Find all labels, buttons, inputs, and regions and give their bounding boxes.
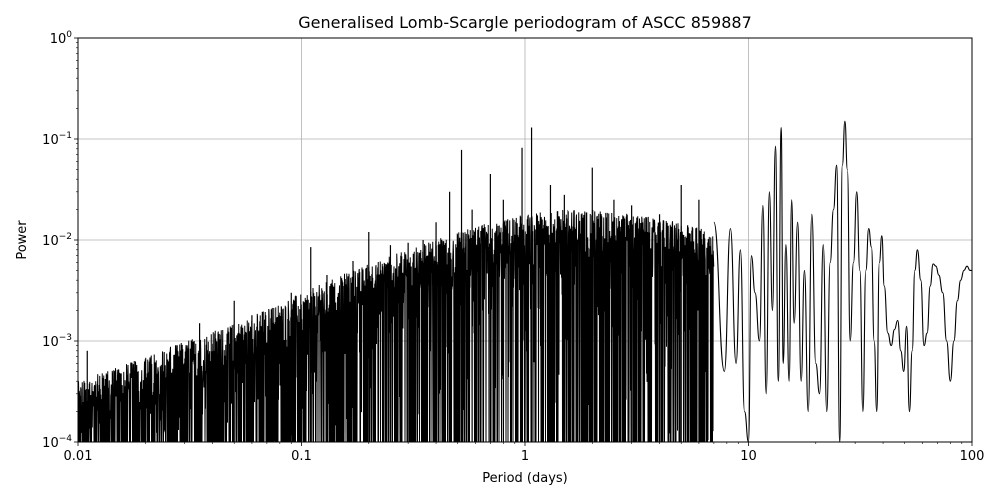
x-tick-label: 1 [521,449,529,464]
power-series [78,120,972,442]
x-axis-label: Period (days) [482,471,568,486]
x-tick-label: 0.1 [291,449,312,464]
x-axis-ticks: 0.01 0.1 1 10 100 [64,442,985,464]
chart-title: Generalised Lomb-Scargle periodogram of … [298,13,752,32]
x-tick-label: 10 [740,449,757,464]
periodogram-line-dense [78,209,715,442]
y-tick-label: 100 [50,30,73,47]
y-tick-label: 10−4 [42,434,72,451]
y-axis-label: Power [15,220,30,260]
x-tick-label: 100 [960,449,985,464]
y-tick-label: 10−3 [42,333,72,350]
x-tick-label: 0.01 [64,449,93,464]
periodogram-line-long-period [713,120,972,442]
y-axis-ticks: 10−4 10−3 10−2 10−1 100 [42,30,78,451]
y-tick-label: 10−1 [42,131,72,148]
y-tick-label: 10−2 [42,232,72,249]
